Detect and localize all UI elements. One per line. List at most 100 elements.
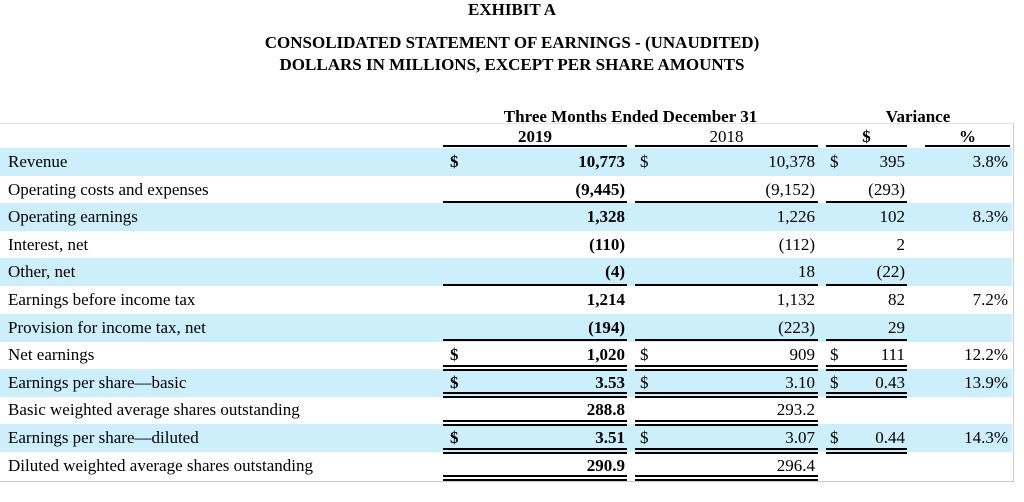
variance-dollar: 82 [888, 290, 905, 309]
value-2019: 288.8 [586, 400, 625, 420]
variance-percent: 7.2% [972, 290, 1008, 309]
statement-title: CONSOLIDATED STATEMENT OF EARNINGS - (UN… [264, 33, 760, 52]
double-underline [443, 392, 627, 399]
double-underline [443, 475, 627, 482]
single-underline [635, 284, 818, 286]
currency-sign-2018: $ [640, 372, 649, 392]
value-2019: 3.53 [595, 372, 625, 392]
currency-sign-2019: $ [450, 428, 459, 447]
row-label: Earnings per share—diluted [8, 428, 199, 447]
variance-dollar: 0.43 [875, 372, 905, 392]
currency-sign-2019: $ [450, 345, 459, 365]
row-label: Provision for income tax, net [8, 317, 206, 337]
table-row: Other, net (4) 18 (22) [0, 258, 1012, 287]
table-row: Earnings per share—basic $3.53 $3.10 $0.43 1… [0, 368, 1012, 397]
value-2018: 296.4 [776, 455, 815, 475]
value-2019: (4) [605, 262, 625, 282]
variance-percent: 14.3% [964, 428, 1008, 447]
variance-header: Variance [885, 107, 951, 126]
currency-sign-variance: $ [830, 345, 839, 365]
period-header: Three Months Ended December 31 [503, 107, 758, 126]
value-2018: 1,132 [776, 290, 815, 309]
row-label: Diluted weighted average shares outstand… [8, 455, 313, 475]
variance-percent: 8.3% [972, 207, 1008, 227]
statement-subtitle: DOLLARS IN MILLIONS, EXCEPT PER SHARE AM… [279, 55, 745, 74]
value-2018: (223) [778, 317, 815, 337]
header-underline [925, 145, 1010, 147]
value-2019: (9,445) [575, 179, 625, 199]
table-row: Interest, net (110) (112) 2 [0, 231, 1012, 259]
value-2019: 1,020 [586, 345, 625, 365]
row-label: Earnings before income tax [8, 290, 196, 309]
table-row: Operating costs and expenses (9,445) (9,15… [0, 176, 1012, 204]
currency-sign-2019: $ [450, 372, 459, 392]
currency-sign-variance: $ [830, 152, 839, 171]
single-underline [826, 201, 907, 204]
year-2018-header: 2018 [709, 127, 744, 146]
value-2018: (112) [778, 234, 815, 254]
variance-dollar-header: $ [862, 127, 871, 146]
double-underline [826, 447, 907, 454]
value-2018: 293.2 [776, 400, 815, 420]
table-frame [0, 123, 1014, 482]
value-2019: 1,328 [586, 207, 625, 227]
double-underline [826, 364, 907, 371]
double-underline [635, 447, 818, 454]
variance-dollar: 0.44 [875, 428, 905, 447]
variance-dollar: (293) [868, 179, 905, 199]
currency-sign-2018: $ [640, 428, 649, 447]
year-2019-header: 2019 [518, 127, 552, 146]
single-underline [443, 201, 627, 204]
variance-percent: 12.2% [964, 345, 1008, 365]
table-row: Provision for income tax, net (194) (223) 2… [0, 313, 1012, 342]
table-row: Basic weighted average shares outstandin… [0, 396, 1012, 424]
row-label: Operating costs and expenses [8, 179, 209, 199]
currency-sign-variance: $ [830, 372, 839, 392]
variance-dollar: 395 [879, 152, 906, 171]
single-underline [443, 284, 627, 286]
currency-sign-2018: $ [640, 152, 649, 171]
value-2018: 18 [798, 262, 815, 282]
value-2019: (110) [589, 234, 625, 254]
table-row: Earnings per share—diluted $3.51 $3.07 $0.4… [0, 424, 1012, 452]
double-underline [635, 420, 818, 426]
variance-dollar: 111 [880, 345, 905, 365]
row-label: Basic weighted average shares outstandin… [8, 400, 300, 420]
single-underline [635, 201, 818, 204]
table-row: Operating earnings 1,328 1,226 102 8.3% [0, 203, 1012, 232]
variance-dollar: 29 [888, 317, 905, 337]
variance-percent: 13.9% [964, 372, 1008, 392]
value-2018: 909 [789, 345, 816, 365]
row-label: Other, net [8, 262, 76, 282]
variance-pct-header: % [959, 127, 976, 146]
variance-dollar: 2 [896, 234, 906, 254]
variance-percent: 3.8% [972, 152, 1008, 171]
value-2018: 3.10 [785, 372, 815, 392]
double-underline [635, 364, 818, 371]
variance-dollar: (22) [876, 262, 905, 282]
table-row: Earnings before income tax 1,214 1,132 82 7.… [0, 286, 1012, 314]
header-underline [635, 145, 818, 147]
double-underline [635, 392, 818, 399]
header-underline [826, 145, 907, 147]
value-2019: 10,773 [578, 152, 625, 171]
row-label: Revenue [8, 152, 68, 171]
value-2018: 10,378 [768, 152, 815, 171]
header-underline [443, 145, 627, 147]
double-underline [635, 475, 818, 482]
currency-sign-2018: $ [640, 345, 649, 365]
value-2019: (194) [588, 317, 625, 337]
value-2019: 3.51 [595, 428, 625, 447]
table-row: Revenue $10,773 $10,378 $395 3.8% [0, 148, 1012, 176]
value-2018: 1,226 [776, 207, 815, 227]
value-2019: 1,214 [586, 290, 625, 309]
table-row: Net earnings $1,020 $909 $111 12.2% [0, 341, 1012, 369]
double-underline [443, 364, 627, 371]
table-row: Diluted weighted average shares outstand… [0, 452, 1012, 480]
exhibit-label: EXHIBIT A [467, 0, 557, 19]
value-2018: (9,152) [765, 179, 815, 199]
row-label: Operating earnings [8, 207, 138, 227]
row-label: Net earnings [8, 345, 95, 365]
single-underline [826, 339, 907, 342]
